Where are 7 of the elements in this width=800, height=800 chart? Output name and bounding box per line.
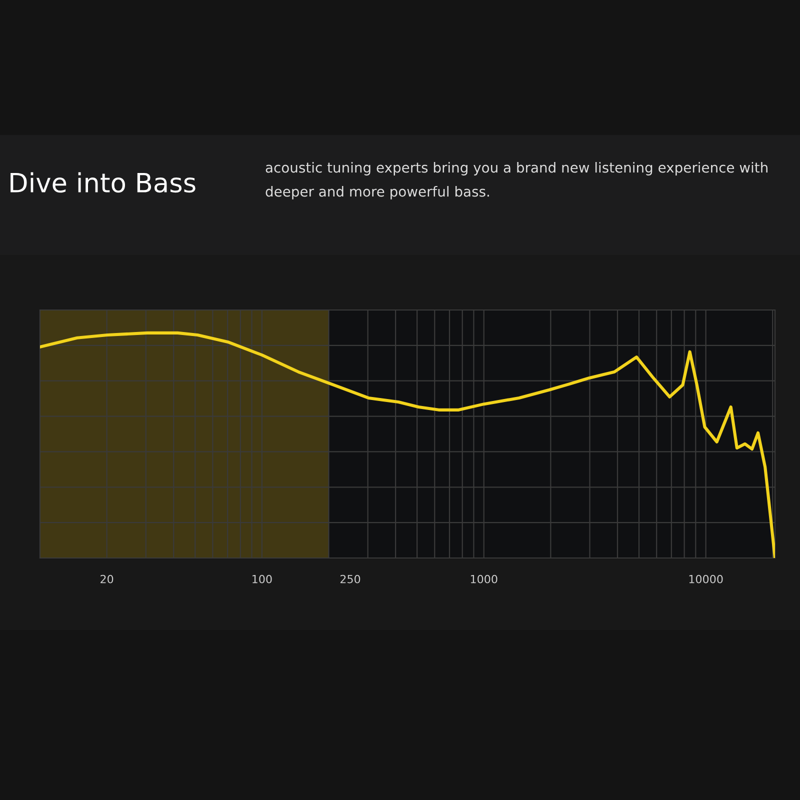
chart-title: Dive into Bass xyxy=(10,172,196,193)
x-tick-label: 250 xyxy=(340,574,360,584)
x-tick-label: 10000 xyxy=(689,574,723,584)
x-tick-label: 1000 xyxy=(470,574,498,584)
x-tick-label: 100 xyxy=(252,574,272,584)
chart-subtitle: acoustic tuning experts bring you a brand new listening experience with deeper and more powerful bass. xyxy=(266,162,768,200)
x-tick-label: 20 xyxy=(100,574,114,584)
